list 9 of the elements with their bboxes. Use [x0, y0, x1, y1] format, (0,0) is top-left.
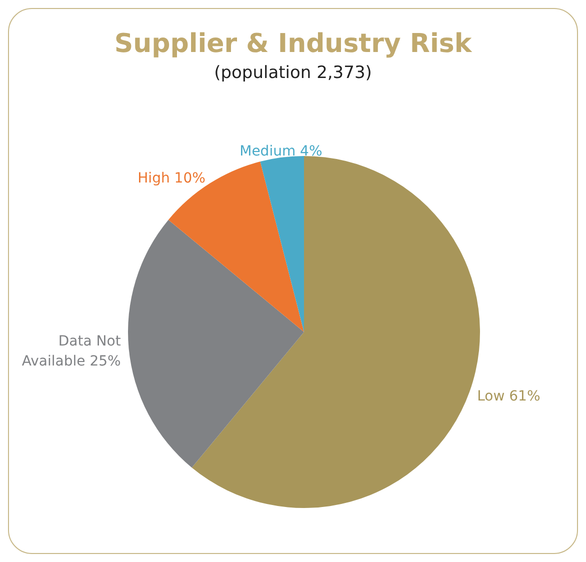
slice-label: Data Not Available 25% — [22, 333, 122, 370]
pie-slice — [260, 156, 304, 332]
pie-slice — [168, 162, 304, 332]
slice-label: Medium 4% — [240, 143, 322, 160]
chart-title: Supplier & Industry Risk — [113, 29, 473, 59]
slice-label: Low 61% — [477, 388, 540, 404]
slice-label: High 10% — [138, 170, 206, 187]
chart-subtitle: (population 2,373) — [213, 63, 373, 83]
pie-slice — [128, 220, 304, 468]
